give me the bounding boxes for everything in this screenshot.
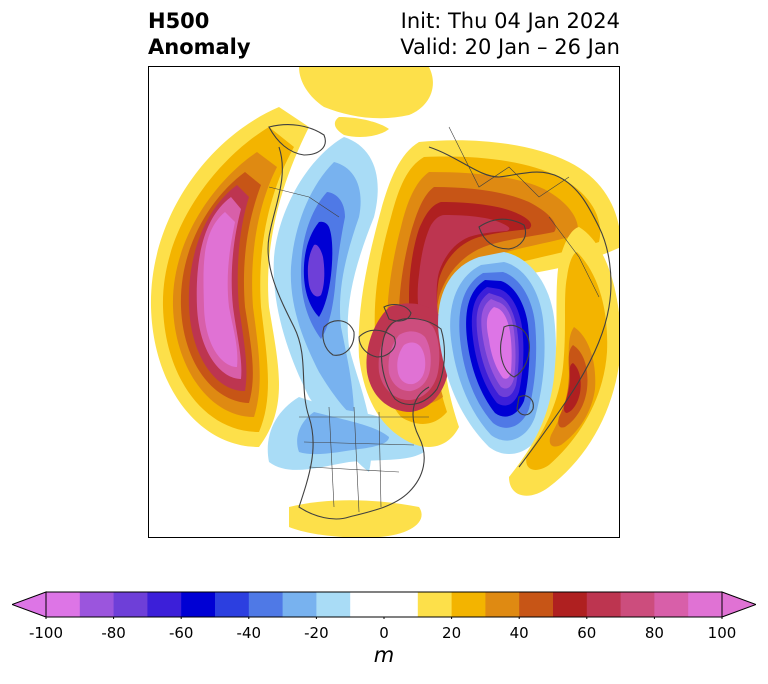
colorbar-tick-label: 60 <box>577 624 597 642</box>
colorbar-tick-label: 40 <box>509 624 529 642</box>
colorbar-bin <box>553 592 588 617</box>
colorbar-tick-label: -40 <box>236 624 262 642</box>
colorbar-bin <box>282 592 317 617</box>
colorbar-tick-label: 100 <box>707 624 737 642</box>
colorbar-bin <box>485 592 520 617</box>
title-line-2: Anomaly <box>148 35 251 59</box>
colorbar-tick-label: -80 <box>101 624 126 642</box>
anomaly-asia-positive <box>509 227 619 496</box>
colorbar-bin <box>384 592 419 617</box>
map-subtitle: Init: Thu 04 Jan 2024 Valid: 20 Jan – 26… <box>400 8 620 60</box>
colorbar-max-extension <box>721 591 756 618</box>
anomaly-siberia-positive <box>299 67 433 137</box>
colorbar-ticks <box>45 617 723 619</box>
colorbar-bin <box>586 592 622 617</box>
colorbar-bin <box>147 592 182 617</box>
colorbar-tick-label: -20 <box>304 624 329 642</box>
anomaly-gulf-positive <box>289 500 422 537</box>
title-line-1: H500 <box>148 9 210 33</box>
colorbar-bin <box>620 592 655 617</box>
colorbar-bin <box>417 592 453 617</box>
anomaly-north-pacific-positive <box>150 107 309 447</box>
colorbar-bin <box>248 592 284 617</box>
valid-period: Valid: 20 Jan – 26 Jan <box>400 35 620 59</box>
colorbar-bin <box>519 592 554 617</box>
borders <box>268 126 600 513</box>
colorbar-tick-label: -60 <box>168 624 194 642</box>
colorbar-bin <box>215 592 250 617</box>
colorbar-bin <box>113 592 148 617</box>
colorbar <box>12 591 756 619</box>
colorbar-bin <box>181 592 216 617</box>
colorbar-min-extension <box>12 591 47 618</box>
colorbar-bin <box>688 592 723 617</box>
colorbar-bin <box>451 592 486 617</box>
colorbar-bin <box>316 592 351 617</box>
colorbar-bin <box>350 592 385 617</box>
colorbar-bin <box>79 592 115 617</box>
map-title: H500 Anomaly <box>148 8 251 60</box>
coastlines <box>267 124 612 520</box>
colorbar-tick-label: -100 <box>28 624 64 642</box>
anomaly-map-svg <box>149 67 619 537</box>
colorbar-bin <box>654 592 689 617</box>
anomaly-europe-negative <box>438 252 556 455</box>
init-time: Init: Thu 04 Jan 2024 <box>400 9 620 33</box>
anomaly-greenland-positive <box>358 140 619 447</box>
colorbar-bin <box>46 592 81 617</box>
colorbar-tick-label: 0 <box>379 624 389 642</box>
colorbar-tick-label: 80 <box>644 624 664 642</box>
colorbar-tick-label: 20 <box>442 624 462 642</box>
colorbar-segments <box>46 592 723 617</box>
anomaly-western-canada-negative <box>273 137 378 472</box>
anomaly-map <box>148 66 620 538</box>
colorbar-unit-label: m <box>373 643 395 667</box>
